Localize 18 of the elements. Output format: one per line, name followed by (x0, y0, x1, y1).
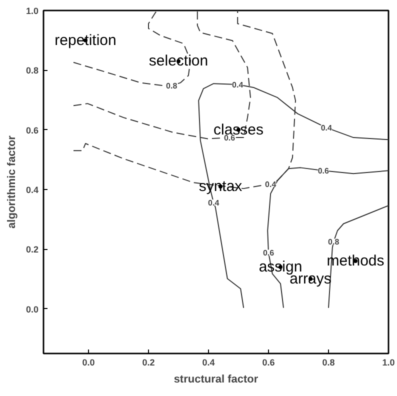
x-tick-label: 1.0 (382, 358, 395, 368)
y-axis-title: algorithmic factor (6, 134, 18, 228)
x-tick-label: 0.4 (202, 358, 215, 368)
x-tick-label: 0.0 (82, 358, 95, 368)
annotation: 0.4 (320, 124, 333, 133)
x-axis-title: structural factor (174, 374, 259, 386)
annotation: 0.4 (208, 198, 220, 208)
y-tick-label: 0.6 (26, 125, 39, 136)
y-tick-label: 0.8 (26, 66, 39, 76)
x-tick-label: 0.2 (142, 358, 155, 368)
x-tick-label: 0.6 (262, 358, 275, 368)
x-tick-label: 0.8 (322, 358, 335, 368)
y-tick-label: 0.4 (26, 184, 39, 195)
annotation: 0.4 (232, 80, 244, 90)
y-tick-label: 0.2 (26, 244, 39, 255)
y-tick-label: 0.0 (26, 304, 39, 314)
series-label: repetition (54, 32, 116, 49)
y-tick-label: 1.0 (26, 6, 39, 16)
